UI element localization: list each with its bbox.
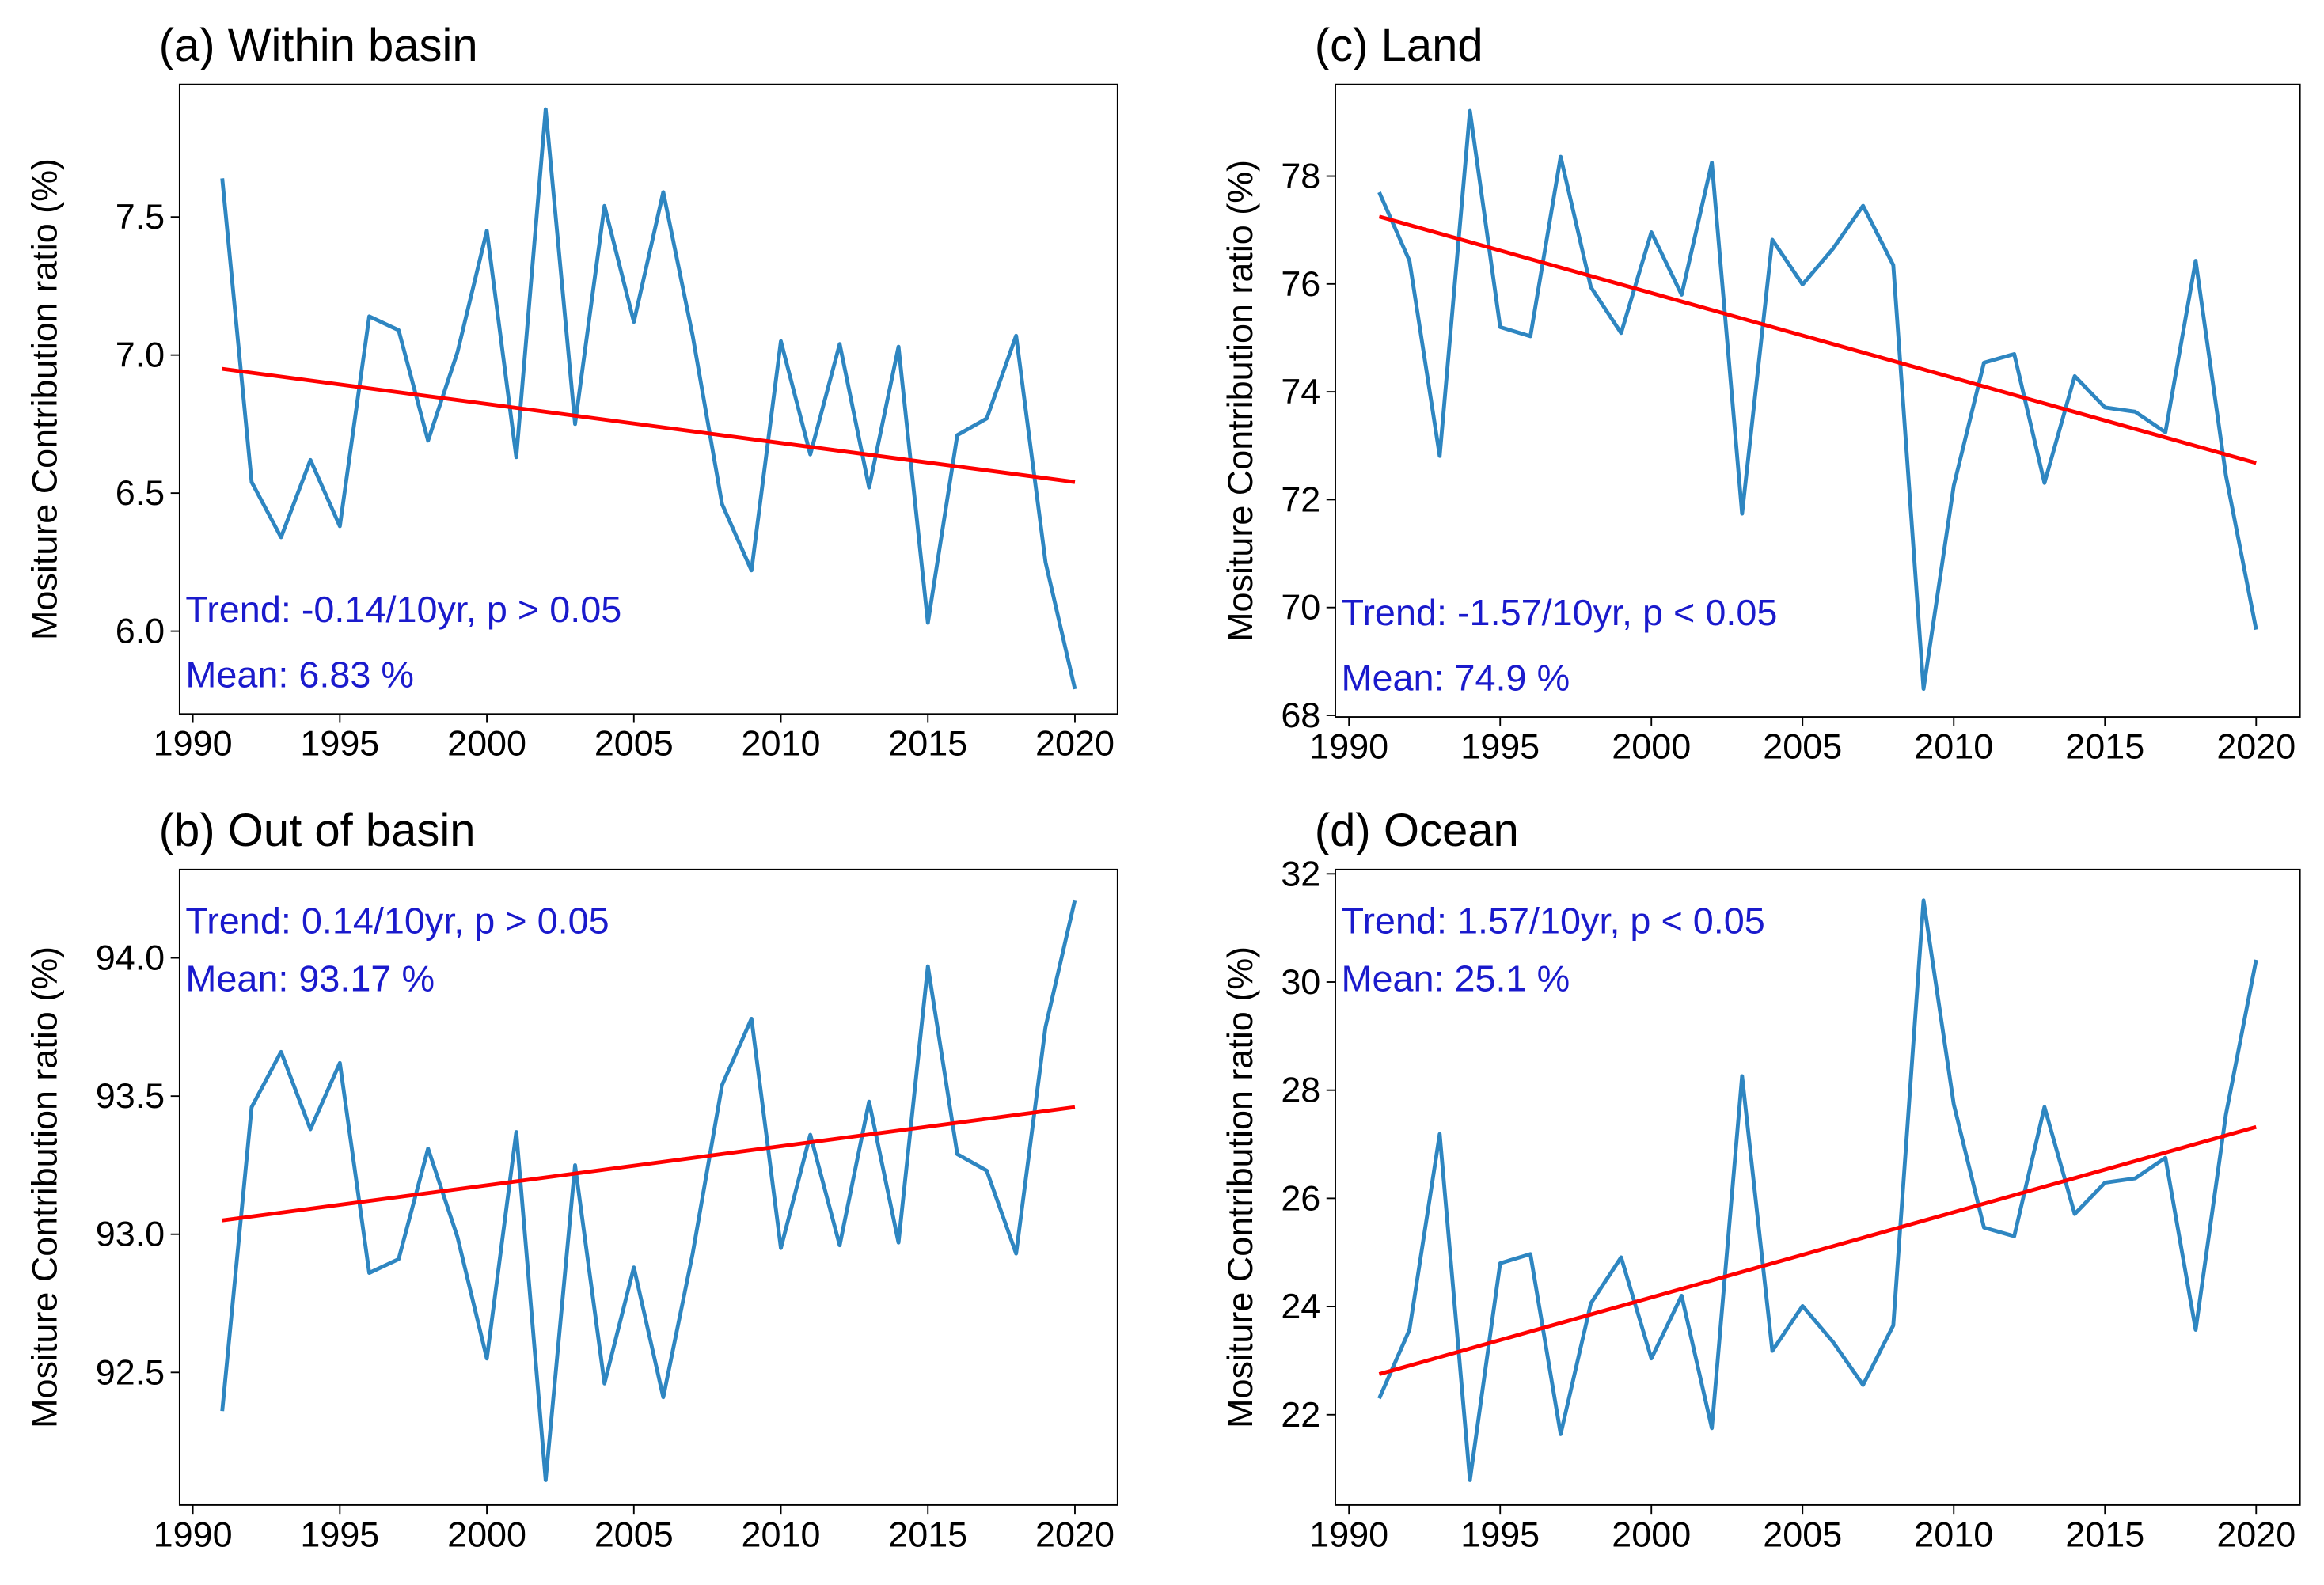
y-tick-label: 24	[1281, 1286, 1320, 1326]
data-line	[1377, 108, 2258, 692]
x-tick-label: 2010	[742, 1514, 821, 1554]
x-tick-label: 2005	[1763, 726, 1842, 766]
y-axis-label: Mositure Contribution ratio (%)	[25, 158, 65, 640]
data-line	[220, 107, 1077, 690]
x-tick-label: 2000	[1612, 1514, 1691, 1554]
y-axis-label: Mositure Contribution ratio (%)	[1220, 160, 1260, 642]
y-axis-label: Mositure Contribution ratio (%)	[25, 946, 65, 1428]
y-tick-label: 76	[1281, 264, 1320, 304]
subplot-title: (d) Ocean	[1315, 805, 1519, 856]
data-line	[1377, 898, 2258, 1482]
x-tick-label: 2000	[447, 723, 526, 764]
x-tick-label: 2015	[888, 1514, 967, 1554]
x-tick-label: 2005	[594, 723, 674, 764]
annotation: Trend: 1.57/10yr, p < 0.05	[1342, 900, 1765, 941]
annotation: Mean: 25.1 %	[1342, 957, 1570, 999]
x-tick-label: 2005	[594, 1514, 674, 1554]
y-tick-label: 74	[1281, 371, 1320, 411]
subplot: (d) Ocean Mositure Contribution ratio (%)…	[1220, 805, 2301, 1554]
trend-line	[222, 366, 1076, 484]
annotation: Trend: -1.57/10yr, p < 0.05	[1342, 592, 1778, 633]
y-tick-label: 30	[1281, 961, 1320, 1002]
x-tick-label: 2020	[2216, 726, 2296, 766]
y-tick-label: 93.5	[96, 1075, 165, 1116]
annotation: Trend: -0.14/10yr, p > 0.05	[185, 589, 621, 630]
y-tick-label: 6.5	[116, 472, 165, 513]
y-tick-label: 72	[1281, 479, 1320, 519]
x-tick-label: 2015	[2065, 1514, 2144, 1554]
y-tick-label: 92.5	[96, 1352, 165, 1392]
subplot-title: (a) Within basin	[159, 20, 478, 71]
subplot: (a) Within basin Mositure Contribution ra…	[25, 20, 1118, 764]
x-tick-label: 2020	[1035, 723, 1115, 764]
trend-line	[222, 1105, 1076, 1223]
y-tick-label: 28	[1281, 1070, 1320, 1110]
x-tick-label: 1990	[1309, 726, 1388, 766]
annotation: Trend: 0.14/10yr, p > 0.05	[185, 900, 609, 941]
x-tick-label: 2000	[447, 1514, 526, 1554]
x-tick-label: 1990	[154, 723, 233, 764]
data-line	[220, 899, 1077, 1482]
x-tick-label: 2015	[2065, 726, 2144, 766]
y-tick-label: 32	[1281, 853, 1320, 893]
annotation: Mean: 74.9 %	[1342, 657, 1570, 698]
subplot-title: (c) Land	[1315, 20, 1483, 71]
x-tick-label: 2005	[1763, 1514, 1842, 1554]
y-tick-label: 93.0	[96, 1214, 165, 1254]
y-tick-label: 7.5	[116, 196, 165, 237]
y-tick-label: 68	[1281, 695, 1320, 735]
x-tick-label: 2010	[1914, 726, 1993, 766]
x-tick-label: 2000	[1612, 726, 1691, 766]
y-tick-label: 26	[1281, 1177, 1320, 1218]
x-tick-label: 2015	[888, 723, 967, 764]
x-tick-label: 2020	[2216, 1514, 2296, 1554]
annotation: Mean: 6.83 %	[185, 654, 414, 696]
subplot: (c) Land Mositure Contribution ratio (%) 1…	[1220, 20, 2301, 766]
y-tick-label: 78	[1281, 156, 1320, 196]
trend-line	[1378, 214, 2257, 465]
y-tick-label: 70	[1281, 587, 1320, 628]
x-tick-label: 2020	[1035, 1514, 1115, 1554]
x-tick-label: 2010	[742, 723, 821, 764]
x-tick-label: 1990	[154, 1514, 233, 1554]
x-tick-label: 1995	[1460, 726, 1540, 766]
plot-frame	[178, 83, 1118, 715]
subplot-title: (b) Out of basin	[159, 805, 476, 856]
subplot: (b) Out of basin Mositure Contribution ra…	[25, 805, 1118, 1554]
y-tick-label: 6.0	[116, 611, 165, 651]
annotation: Mean: 93.17 %	[185, 957, 435, 999]
trend-line	[1378, 1124, 2257, 1376]
x-tick-label: 1995	[300, 1514, 379, 1554]
y-tick-label: 7.0	[116, 335, 165, 375]
y-tick-label: 22	[1281, 1394, 1320, 1435]
x-tick-label: 2010	[1914, 1514, 1993, 1554]
plot-frame	[1335, 868, 2301, 1506]
x-tick-label: 1990	[1309, 1514, 1388, 1554]
plot-frame	[178, 868, 1118, 1506]
y-axis-label: Mositure Contribution ratio (%)	[1220, 946, 1260, 1428]
y-tick-label: 94.0	[96, 938, 165, 978]
plot-frame	[1335, 83, 2301, 718]
x-tick-label: 1995	[300, 723, 379, 764]
x-tick-label: 1995	[1460, 1514, 1540, 1554]
